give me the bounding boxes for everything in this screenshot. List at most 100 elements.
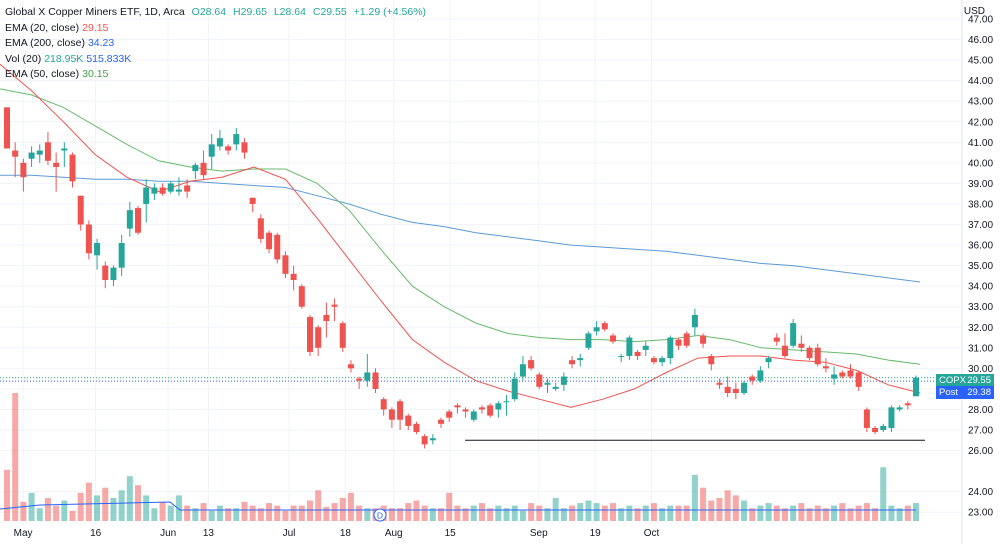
volume-bar [781, 508, 788, 521]
volume-bar [749, 508, 756, 521]
event-marker[interactable]: D [373, 508, 387, 522]
volume-bar [487, 508, 494, 521]
candle-body [421, 436, 428, 445]
candle-body [585, 333, 592, 348]
volume-bar [192, 508, 199, 521]
candle-body [724, 386, 731, 394]
candle-body [822, 366, 829, 369]
volume-bar [659, 508, 666, 521]
volume-bars [4, 393, 919, 521]
candle-body [601, 323, 608, 330]
candle-body [266, 232, 273, 250]
price-tick-label: 44.00 [968, 76, 993, 87]
ema50-legend[interactable]: EMA (50, close) 30.15 [5, 67, 426, 83]
low-value: L28.64 [273, 6, 306, 18]
candle-body [53, 162, 60, 167]
price-axis[interactable]: 47.00 46.00 45.00 44.00 43.00 42.00 41.00 40.00… [968, 15, 993, 519]
candle-body [872, 427, 879, 433]
candle-body [282, 255, 289, 274]
volume-bar [257, 508, 264, 521]
volume-bar [683, 505, 690, 521]
symbol-row[interactable]: Global X Copper Miners ETF, 1D, Arca O28… [5, 5, 426, 21]
volume-bar [233, 508, 240, 521]
volume-bar [151, 508, 158, 521]
candle-body [61, 148, 68, 151]
volume-bar [528, 503, 535, 521]
candle-body [167, 183, 174, 192]
candle-body [446, 411, 453, 418]
candle-body [888, 407, 895, 428]
ema20-legend[interactable]: EMA (20, close) 29.15 [5, 21, 426, 37]
volume-bar [4, 469, 10, 521]
candle-body [216, 138, 223, 147]
candle-body [454, 405, 461, 408]
symbol-tag-price: 29.55 [967, 375, 991, 386]
ema200-value: 34.23 [87, 37, 115, 50]
candle-body [94, 242, 101, 256]
volume-bar [175, 495, 182, 521]
post-tag-label: Post [939, 387, 959, 398]
volume-bar [831, 505, 838, 521]
candle-body [28, 152, 35, 159]
candle-body [536, 374, 543, 387]
candle-body [560, 376, 567, 385]
candle-body [683, 333, 690, 346]
time-tick-label: 16 [90, 528, 102, 539]
volume-bar [290, 505, 297, 521]
candle-body [241, 142, 248, 153]
candle-body [192, 164, 199, 172]
high-value: H29.65 [233, 6, 267, 18]
volume-bar [610, 503, 616, 521]
volume-bar [208, 510, 215, 521]
volume-bar [691, 474, 698, 521]
volume-bar [708, 500, 715, 521]
open-value: O28.64 [191, 6, 227, 18]
candle-body [765, 358, 772, 363]
volume-bar [675, 505, 682, 521]
candle-body [429, 438, 436, 441]
volume-bar [200, 503, 207, 521]
volume-bar [94, 495, 101, 521]
candle-body [339, 323, 346, 348]
volume-bar [569, 505, 576, 521]
candle-body [397, 401, 404, 420]
post-price-tag: Post 29.38 [936, 386, 994, 399]
volume-bar [339, 497, 346, 521]
volume-bar [634, 508, 641, 521]
candle-body [151, 187, 158, 194]
candle-body [634, 351, 641, 357]
time-axis[interactable]: May 16 Jun 13 Jul 18 Aug 15 Sep 19 Oct [14, 528, 660, 539]
time-tick-label: Oct [644, 528, 660, 539]
candle-body [257, 218, 264, 239]
change-value: +1.29 (+4.56%) [353, 6, 427, 18]
candle-body [691, 314, 698, 328]
volume-bar [503, 508, 510, 521]
volume-bar [667, 505, 674, 521]
volume-bar [577, 503, 584, 521]
candle-body [495, 403, 502, 410]
post-tag-price: 29.38 [967, 387, 991, 398]
candle-body [913, 377, 919, 397]
candle-body [364, 372, 371, 381]
price-tick-label: 32.00 [968, 323, 993, 334]
ema200-legend[interactable]: EMA (200, close) 34.23 [5, 36, 426, 52]
candle-body [798, 343, 805, 348]
candle-body [274, 234, 281, 260]
volume-legend[interactable]: Vol (20) 218.95K 515.833K [5, 52, 426, 68]
price-tick-label: 39.00 [968, 179, 993, 190]
volume-bar [143, 495, 150, 521]
candle-body [863, 409, 870, 428]
candle-body [36, 150, 43, 155]
price-tick-label: 43.00 [968, 97, 993, 108]
volume-bar [814, 505, 821, 521]
price-tick-label: 42.00 [968, 117, 993, 128]
volume-bar [77, 492, 84, 521]
price-tick-label: 26.00 [968, 446, 993, 457]
ema20-label: EMA (20, close) [5, 21, 80, 34]
ema200-label: EMA (200, close) [5, 37, 85, 50]
candle-body [806, 347, 813, 359]
candle-body [380, 399, 387, 410]
candle-body [20, 162, 27, 178]
candle-body [896, 407, 903, 410]
